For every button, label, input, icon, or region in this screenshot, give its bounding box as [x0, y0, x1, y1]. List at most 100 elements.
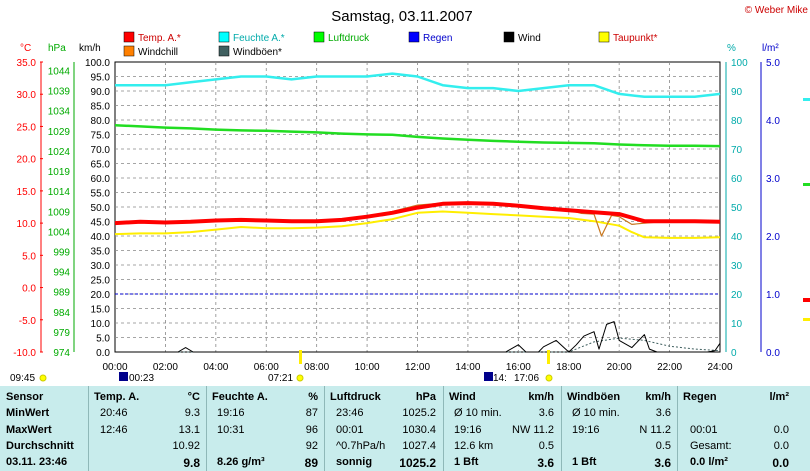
- rain-unit: l/m²: [762, 43, 779, 54]
- table-cell-hum-time: 10:31: [217, 424, 245, 436]
- humidity-tick-label: 100: [731, 58, 748, 69]
- sensor-header: Sensor: [6, 391, 44, 403]
- legend-label: Wind: [518, 33, 541, 44]
- legend-label: Windböen*: [233, 47, 282, 58]
- x-tick-label: 14:00: [455, 362, 480, 373]
- axis-units: °C hPa km/h % l/m²: [20, 43, 779, 54]
- table-cell-temp-val: 9.8: [183, 456, 200, 470]
- statistics-table: Sensor Temp. A. °C Feuchte A. % Luftdruc…: [0, 386, 810, 471]
- pressure-tick-label: 1004: [48, 227, 71, 238]
- wind-tick-label: 35.0: [91, 247, 111, 258]
- x-tick-label: 12:00: [405, 362, 430, 373]
- legend-label: Taupunkt*: [613, 33, 658, 44]
- table-cell-gust-val: N 11.2: [639, 424, 671, 436]
- wind-tick-label: 0.0: [96, 348, 110, 359]
- table-cell-label: Durchschnitt: [6, 440, 74, 452]
- temp-tick-label: 0.0: [22, 284, 36, 295]
- table-cell-press-time: 00:01: [336, 424, 364, 436]
- humidity-tick-label: 50: [731, 203, 743, 214]
- series-taupunkt-line: [114, 210, 721, 239]
- table-cell-temp-time: 12:46: [100, 424, 128, 436]
- rain-tick-label: 3.0: [766, 174, 780, 185]
- legend-label: Feuchte A.*: [233, 33, 285, 44]
- rain-tick-label: 2.0: [766, 232, 780, 243]
- sunrise-icon: [296, 374, 304, 382]
- right-marker-pressure: [803, 183, 810, 186]
- table-row: 03.11. 23:46 9.8 8.26 g/m³ 89 sonnig 1025.2 1 …: [0, 455, 810, 471]
- wind-tick-label: 45.0: [91, 218, 111, 229]
- table-cell-rain-val: 0.0: [772, 456, 789, 470]
- temp-unit-header: °C: [187, 391, 200, 403]
- wind-tick-label: 80.0: [91, 116, 111, 127]
- sunrise-tick: [299, 350, 302, 364]
- temp-tick-label: 15.0: [17, 187, 37, 198]
- table-cell-wind-time: 1 Bft: [454, 456, 479, 468]
- pressure-tick-label: 999: [53, 247, 70, 258]
- series-feuchte-a-line: [115, 72, 721, 99]
- wind-tick-label: 70.0: [91, 145, 111, 156]
- humidity-tick-label: 60: [731, 174, 743, 185]
- wind-tick-label: 20.0: [91, 290, 111, 301]
- humidity-tick-label: 30: [731, 261, 743, 272]
- table-cell-hum-val: 87: [305, 407, 318, 419]
- table-row: MaxWert 12:46 13.1 10:31 96 00:01 1030.4 19:16 N…: [0, 423, 810, 439]
- data-series: [114, 72, 810, 364]
- humidity-unit-header: %: [308, 391, 318, 403]
- legend-label: Regen: [423, 33, 452, 44]
- x-tick-label: 22:00: [657, 362, 682, 373]
- table-row: Durchschnitt 10.92 92 ^0.7hPa/h 1027.4 12.6 k…: [0, 439, 810, 455]
- humidity-tick-label: 20: [731, 290, 743, 301]
- humidity-header: Feuchte A.: [212, 391, 268, 403]
- wind-tick-label: 5.0: [96, 334, 110, 345]
- legend-swatch: [503, 31, 515, 43]
- wind-tick-label: 65.0: [91, 160, 111, 171]
- table-cell-gust-val: 3.6: [655, 407, 671, 419]
- series-luftdruck-line: [114, 123, 721, 148]
- temp-tick-label: 25.0: [17, 122, 37, 133]
- legend-swatch: [598, 31, 610, 43]
- column-divider: [677, 386, 678, 471]
- x-tick-label: 18:00: [556, 362, 581, 373]
- table-cell-hum-time: 8.26 g/m³: [217, 456, 265, 468]
- rain-tick-label: 1.0: [766, 290, 780, 301]
- x-tick-label: 02:00: [153, 362, 178, 373]
- wind-tick-label: 15.0: [91, 305, 111, 316]
- table-cell-press-val: 1025.2: [399, 456, 436, 470]
- table-cell-press-val: 1027.4: [402, 440, 436, 452]
- pressure-tick-label: 1019: [48, 167, 71, 178]
- legend-label: Luftdruck: [328, 33, 370, 44]
- table-cell-rain-val: 0.0: [773, 440, 789, 452]
- pressure-tick-label: 1009: [48, 207, 71, 218]
- table-cell-wind-val: NW 11.2: [512, 424, 554, 436]
- wind-tick-label: 100.0: [85, 58, 110, 69]
- table-cell-gust-time: 19:16: [572, 424, 600, 436]
- table-cell-press-val: 1025.2: [402, 407, 436, 419]
- sun-moon-markers: 09:45 00:23 07:21 14: 17:06: [10, 372, 553, 384]
- right-marker-temp: [803, 298, 810, 302]
- series-temp-a-line: [114, 201, 721, 226]
- x-tick-label: 16:00: [506, 362, 531, 373]
- legend-swatch: [218, 31, 230, 43]
- weather-chart: Samstag, 03.11.2007 © Weber Mike Temp. A…: [10, 5, 810, 384]
- wind-tick-label: 90.0: [91, 87, 111, 98]
- wind-tick-label: 25.0: [91, 276, 111, 287]
- x-tick-label: 24:00: [707, 362, 732, 373]
- table-cell-rain-time: 0.0 l/m²: [690, 456, 728, 468]
- moonrise-label: 00:23: [129, 373, 154, 384]
- column-divider: [324, 386, 325, 471]
- humidity-tick-label: 90: [731, 87, 743, 98]
- wind-tick-label: 40.0: [91, 232, 111, 243]
- wind-header: Wind: [449, 391, 476, 403]
- table-cell-label: MaxWert: [6, 424, 52, 436]
- table-cell-hum-val: 92: [305, 440, 318, 452]
- wind-tick-label: 60.0: [91, 174, 111, 185]
- moonset-label: 14:: [493, 373, 507, 384]
- temp-tick-label: -5.0: [19, 316, 37, 327]
- table-cell-gust-val: 3.6: [654, 456, 671, 470]
- table-cell-wind-time: Ø 10 min.: [454, 407, 502, 419]
- table-cell-rain-time: 00:01: [690, 424, 718, 436]
- x-tick-label: 10:00: [355, 362, 380, 373]
- column-divider: [88, 386, 89, 471]
- sunset-tick: [547, 350, 550, 364]
- legend-swatch: [408, 31, 420, 43]
